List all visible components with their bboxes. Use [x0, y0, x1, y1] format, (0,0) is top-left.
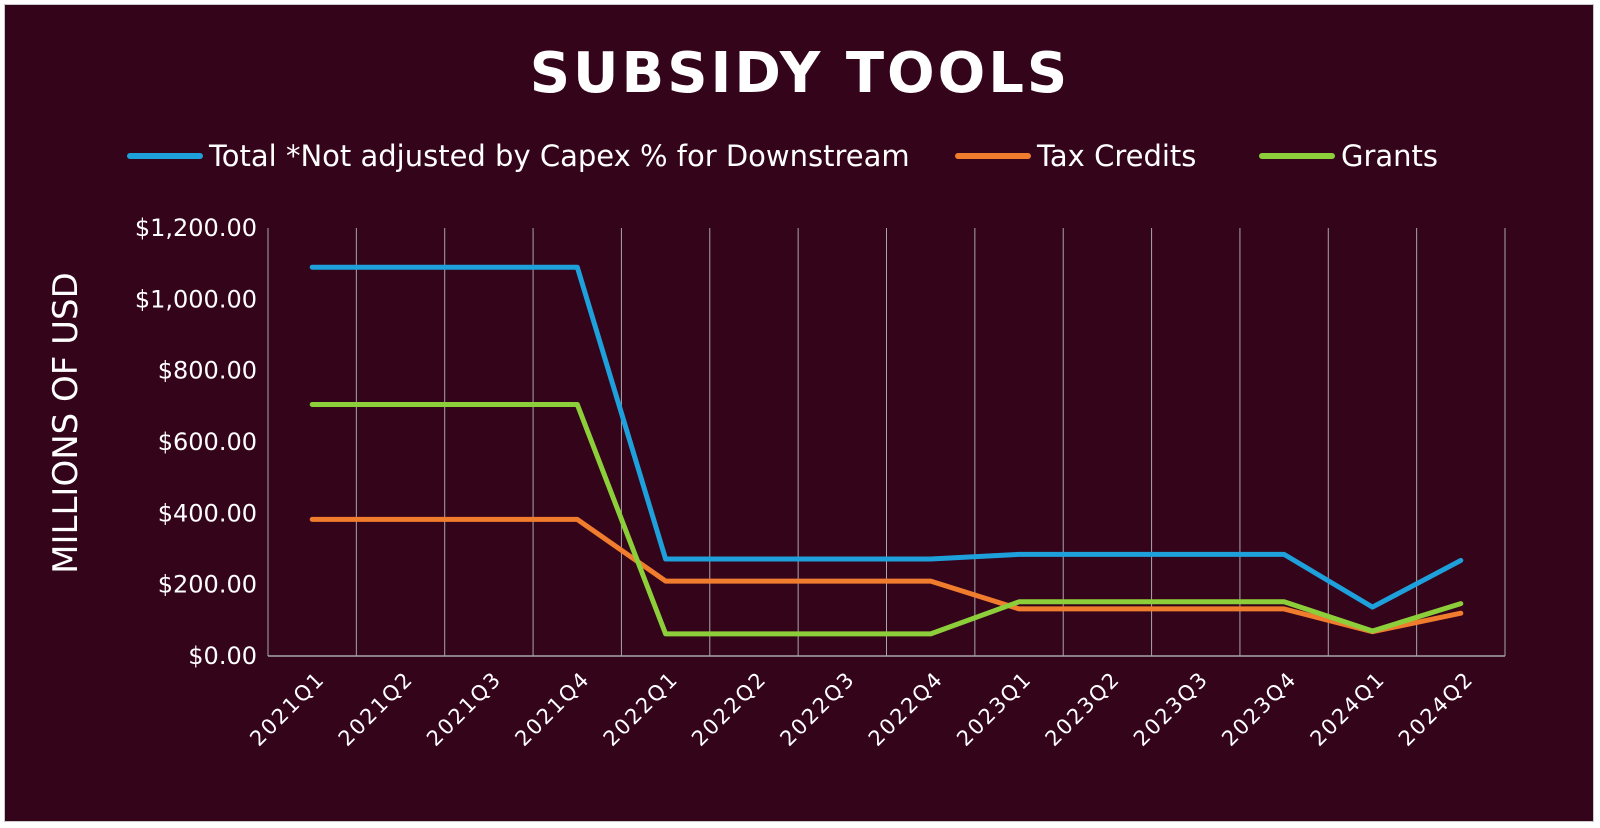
legend-swatch-tax-credits [955, 153, 1031, 159]
x-tick-label: 2021Q3 [422, 667, 506, 751]
series-line-2 [309, 402, 1464, 637]
line-chart: $0.00 $200.00 $400.00 $600.00 $800.00 $1,000.… [46, 214, 1506, 751]
y-axis-ticks: $0.00 $200.00 $400.00 $600.00 $800.00 $1,000.… [135, 214, 257, 670]
x-tick-label: 2021Q2 [334, 667, 418, 751]
x-tick-label: 2023Q4 [1217, 667, 1301, 751]
y-tick-label: $800.00 [158, 357, 257, 385]
chart-title: SUBSIDY TOOLS [529, 41, 1071, 106]
series-line-0 [309, 264, 1464, 610]
x-tick-label: 2021Q4 [510, 667, 594, 751]
legend-item-tax-credits: Tax Credits [955, 139, 1196, 173]
legend-item-grants: Grants [1259, 139, 1438, 173]
series-lines [309, 264, 1464, 637]
legend-label-tax-credits: Tax Credits [1037, 139, 1197, 173]
x-tick-label: 2023Q3 [1129, 667, 1213, 751]
x-tick-label: 2024Q2 [1394, 667, 1478, 751]
gridlines [355, 228, 1506, 656]
y-tick-label: $200.00 [158, 571, 257, 599]
y-tick-label: $1,200.00 [135, 214, 257, 242]
x-tick-label: 2022Q1 [599, 667, 683, 751]
y-axis-label: MILLIONS OF USD [46, 272, 86, 574]
legend-item-total: Total *Not adjusted by Capex % for Downs… [127, 139, 910, 173]
series-line-1 [309, 516, 1464, 635]
x-tick-label: 2022Q4 [864, 667, 948, 751]
legend-swatch-total [127, 153, 203, 159]
chart-frame: SUBSIDY TOOLS Total *Not adjusted by Cap… [4, 4, 1594, 822]
y-tick-label: $0.00 [188, 642, 257, 670]
x-tick-label: 2021Q1 [245, 667, 329, 751]
legend-swatch-grants [1259, 153, 1335, 159]
x-tick-label: 2022Q2 [687, 667, 771, 751]
x-tick-label: 2023Q2 [1041, 667, 1125, 751]
legend-label-grants: Grants [1341, 139, 1439, 173]
x-axis-ticks: 2021Q1 2021Q2 2021Q3 2021Q4 2022Q1 2022Q2 2022… [245, 667, 1478, 751]
x-tick-label: 2022Q3 [775, 667, 859, 751]
y-tick-label: $400.00 [158, 499, 257, 527]
x-tick-label: 2023Q1 [952, 667, 1036, 751]
y-tick-label: $600.00 [158, 428, 257, 456]
x-tick-label: 2024Q1 [1306, 667, 1390, 751]
axes [267, 228, 1505, 657]
legend-label-total: Total *Not adjusted by Capex % for Downs… [209, 139, 910, 173]
y-tick-label: $1,000.00 [135, 285, 257, 313]
chart-legend: Total *Not adjusted by Capex % for Downs… [5, 139, 1595, 179]
